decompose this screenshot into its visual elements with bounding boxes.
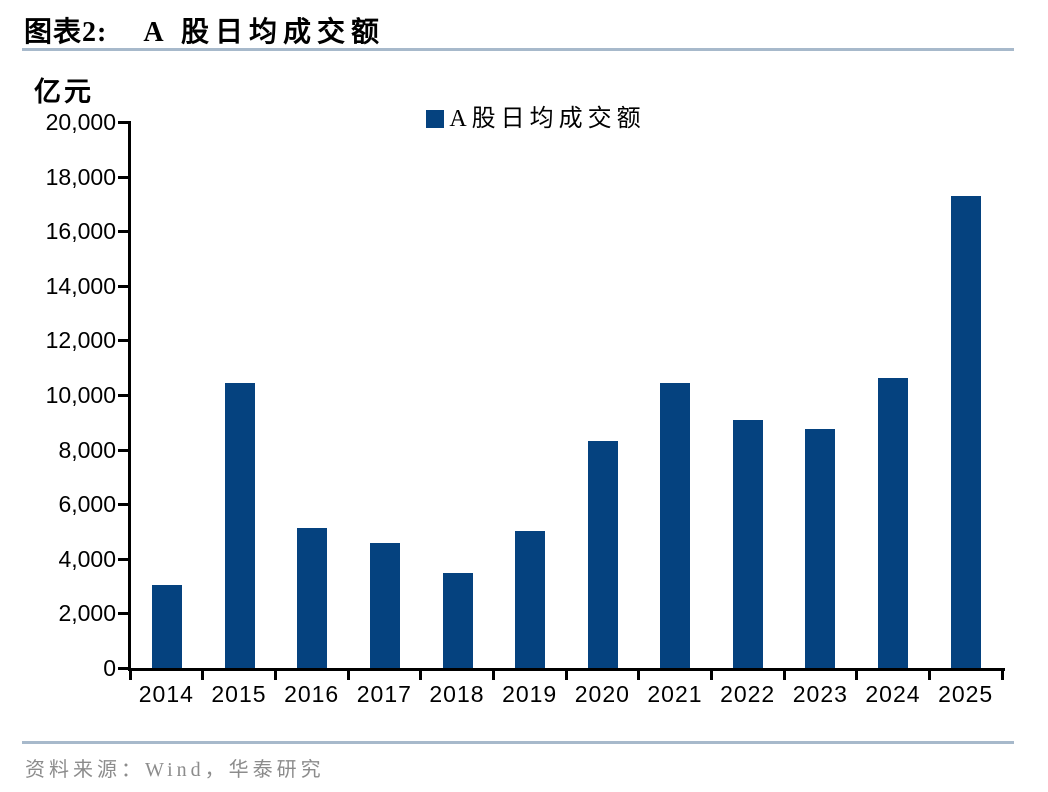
- y-axis-tick: [118, 448, 128, 452]
- x-axis-tick: [201, 671, 205, 680]
- bar-2022: [732, 420, 763, 668]
- x-tick-label-2025: 2025: [938, 681, 994, 707]
- bar-2016: [297, 527, 328, 668]
- x-axis-tick: [564, 671, 568, 680]
- bar-2019: [515, 531, 546, 668]
- y-tick-label: 0: [103, 655, 116, 681]
- chart-legend: A股日均成交额: [100, 107, 972, 131]
- figure-title-text: A 股日均成交额: [143, 17, 386, 48]
- x-axis-tick: [128, 671, 132, 680]
- x-axis-tick: [927, 671, 931, 680]
- bar-slot-2019: [494, 122, 567, 668]
- bar-slot-2015: [204, 122, 277, 668]
- legend-swatch-icon: [426, 110, 445, 128]
- x-axis-tick: [419, 671, 423, 680]
- figure-title: 图表2: A 股日均成交额: [24, 10, 385, 50]
- y-axis-tick: [118, 667, 128, 670]
- x-tick-label-2022: 2022: [720, 681, 776, 707]
- bar-2023: [805, 429, 836, 668]
- figure-number-label: 图表2:: [24, 17, 108, 48]
- x-axis-tick: [782, 671, 786, 680]
- bar-2018: [442, 572, 473, 668]
- x-axis-tick: [273, 671, 277, 680]
- y-axis-tick: [118, 339, 128, 343]
- bar-2020: [587, 441, 618, 668]
- x-axis-tick: [637, 671, 641, 680]
- x-axis-tick: [491, 671, 495, 680]
- y-axis-line: [128, 121, 131, 671]
- bar-slot-2017: [349, 122, 422, 668]
- y-axis-tick: [118, 230, 128, 234]
- bar-2017: [370, 542, 401, 668]
- bar-slot-2022: [712, 122, 785, 668]
- y-tick-label: 12,000: [45, 327, 116, 354]
- x-tick-label-2016: 2016: [284, 681, 340, 707]
- y-tick-label: 18,000: [45, 163, 116, 190]
- bar-slot-2024: [857, 122, 930, 668]
- bar-slot-2014: [131, 122, 204, 668]
- y-tick-label: 16,000: [45, 218, 116, 245]
- bar-slot-2025: [929, 122, 1002, 668]
- x-tick-label-2019: 2019: [502, 681, 558, 707]
- x-axis-tick: [346, 671, 350, 680]
- y-tick-label: 8,000: [58, 436, 116, 463]
- x-tick-label-2024: 2024: [865, 681, 921, 707]
- y-tick-label: 6,000: [58, 491, 116, 518]
- title-divider: [22, 48, 1014, 51]
- x-tick-label-2017: 2017: [356, 681, 412, 707]
- y-tick-label: 2,000: [58, 600, 116, 627]
- source-note: 资料来源：Wind，华泰研究: [25, 759, 325, 781]
- bar-2025: [950, 195, 981, 668]
- x-tick-label-2020: 2020: [574, 681, 630, 707]
- bar-2021: [660, 383, 691, 668]
- x-axis-tick: [709, 671, 713, 680]
- x-tick-label-2015: 2015: [211, 681, 267, 707]
- y-tick-label: 4,000: [58, 545, 116, 572]
- x-axis-line: [128, 668, 1005, 671]
- bar-slot-2016: [276, 122, 349, 668]
- bar-slot-2020: [566, 122, 639, 668]
- y-axis-tick: [118, 175, 128, 179]
- x-axis-tick: [1000, 671, 1004, 680]
- y-axis-tick: [118, 121, 128, 124]
- bar-slot-2021: [639, 122, 712, 668]
- y-tick-label: 14,000: [45, 272, 116, 299]
- y-tick-label: 10,000: [45, 382, 116, 408]
- bar-2024: [878, 378, 909, 668]
- y-axis-tick: [118, 394, 128, 397]
- y-axis-tick: [118, 557, 128, 561]
- x-tick-label-2023: 2023: [792, 681, 848, 707]
- y-axis-tick: [118, 284, 128, 288]
- x-tick-label-2018: 2018: [429, 681, 485, 707]
- bar-slot-2018: [421, 122, 494, 668]
- y-axis-tick: [118, 503, 128, 507]
- legend-series-label: A股日均成交额: [449, 106, 646, 132]
- y-tick-label: 20,000: [45, 109, 116, 135]
- x-tick-label-2021: 2021: [647, 681, 703, 707]
- bar-2014: [152, 584, 183, 668]
- footer-divider: [22, 741, 1014, 744]
- y-axis-unit-label: 亿元: [34, 77, 94, 107]
- bar-2015: [224, 383, 255, 668]
- bar-series: [131, 122, 1002, 668]
- x-axis-tick: [855, 671, 859, 680]
- bar-slot-2023: [784, 122, 857, 668]
- x-tick-label-2014: 2014: [138, 681, 194, 707]
- y-axis-tick: [118, 612, 128, 616]
